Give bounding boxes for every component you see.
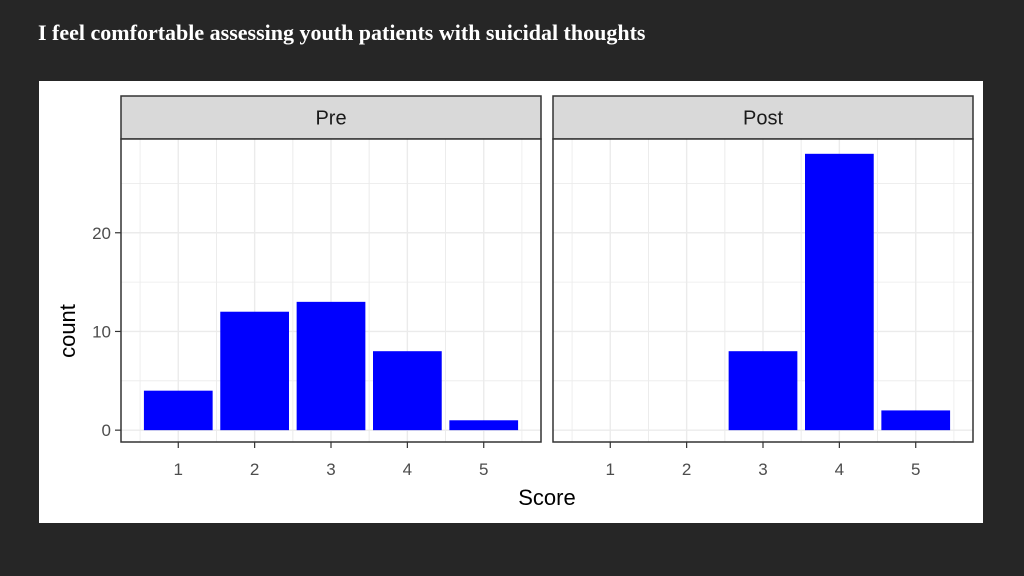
facet-strip-label: Pre <box>315 108 346 130</box>
x-tick-label: 2 <box>682 460 691 479</box>
x-axis-title: Score <box>518 485 575 510</box>
bar-pre-5 <box>449 420 519 431</box>
bar-post-5 <box>881 410 951 431</box>
x-tick-label: 1 <box>606 460 615 479</box>
bar-post-3 <box>728 351 798 431</box>
x-tick-label: 4 <box>835 460 844 479</box>
x-tick-label: 5 <box>479 460 488 479</box>
bar-pre-4 <box>373 351 442 431</box>
bar-pre-3 <box>296 301 366 431</box>
slide-title: I feel comfortable assessing youth patie… <box>38 20 646 45</box>
faceted-bar-chart: Pre 1 2 3 4 5 Post 1 2 3 4 5 0 10 20 Score count <box>55 95 974 510</box>
facet-strip-label: Post <box>743 108 783 130</box>
x-tick-label: 3 <box>758 460 767 479</box>
y-axis: 0 10 20 <box>92 224 121 440</box>
x-tick-label: 2 <box>250 460 259 479</box>
x-tick-label: 4 <box>403 460 412 479</box>
facet-panel-post: Post 1 2 3 4 5 <box>552 95 974 479</box>
y-tick-label: 10 <box>92 322 111 341</box>
bar-pre-2 <box>220 311 289 431</box>
y-tick-label: 20 <box>92 224 111 243</box>
facet-strip <box>120 95 542 140</box>
bar-pre-1 <box>143 390 213 431</box>
x-tick-label: 1 <box>174 460 183 479</box>
y-tick-label: 0 <box>102 421 111 440</box>
chart-card: Pre 1 2 3 4 5 Post 1 2 3 4 5 0 10 20 Score count <box>39 81 983 523</box>
facet-panel-pre: Pre 1 2 3 4 5 <box>120 95 542 479</box>
y-axis-title: count <box>55 304 80 358</box>
facet-panels: Pre 1 2 3 4 5 Post 1 2 3 4 5 <box>120 95 974 479</box>
x-tick-label: 5 <box>911 460 920 479</box>
bar-post-4 <box>805 153 874 431</box>
x-tick-label: 3 <box>326 460 335 479</box>
